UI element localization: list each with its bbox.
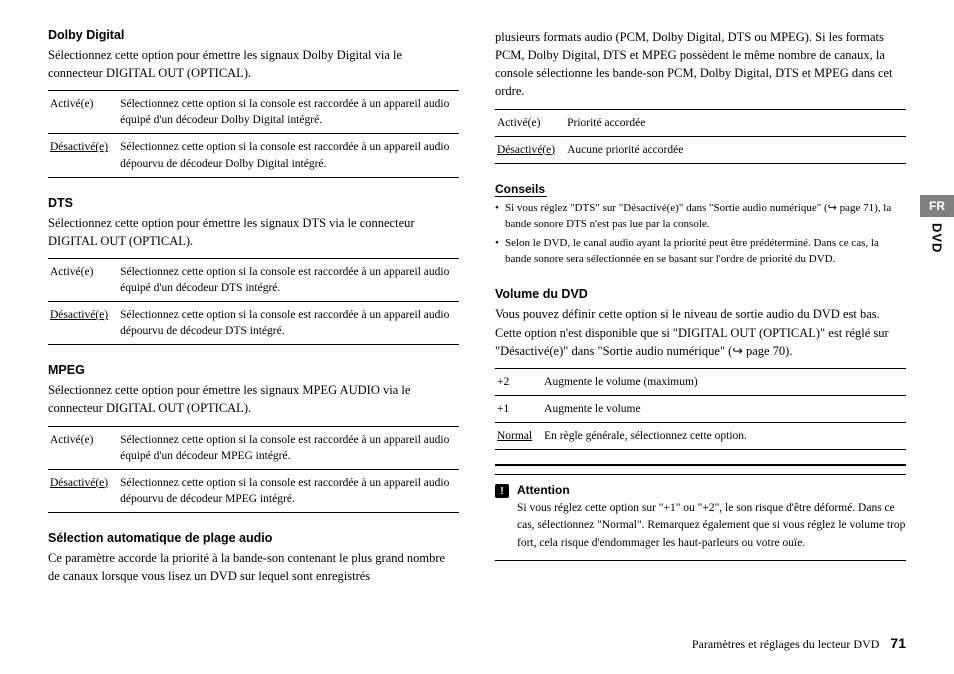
heading-dts: DTS xyxy=(48,196,459,210)
table-dolby: Activé(e) Sélectionnez cette option si l… xyxy=(48,90,459,177)
tip-item: Si vous réglez "DTS" sur "Désactivé(e)" … xyxy=(495,201,906,233)
page-number: 71 xyxy=(890,635,906,651)
table-row: Activé(e) Sélectionnez cette option si l… xyxy=(48,91,459,134)
attention-icon: ! xyxy=(495,484,509,498)
table-mpeg: Activé(e) Sélectionnez cette option si l… xyxy=(48,426,459,513)
table-row: Activé(e) Sélectionnez cette option si l… xyxy=(48,258,459,301)
side-tab: FR DVD xyxy=(920,195,954,253)
desc-mpeg: Sélectionnez cette option pour émettre l… xyxy=(48,381,459,417)
heading-conseils: Conseils xyxy=(495,182,547,197)
heading-mpeg: MPEG xyxy=(48,363,459,377)
option-desc: En règle générale, sélectionnez cette op… xyxy=(542,423,906,450)
option-desc: Sélectionnez cette option si la console … xyxy=(118,302,459,345)
two-column-layout: Dolby Digital Sélectionnez cette option … xyxy=(48,28,906,593)
table-row: Désactivé(e) Sélectionnez cette option s… xyxy=(48,469,459,512)
tips-list: Si vous réglez "DTS" sur "Désactivé(e)" … xyxy=(495,201,906,268)
table-row: +2 Augmente le volume (maximum) xyxy=(495,368,906,395)
heading-volume: Volume du DVD xyxy=(495,287,906,301)
attention-text: Si vous réglez cette option sur "+1" ou … xyxy=(495,498,906,552)
table-row: Désactivé(e) Aucune priorité accordée xyxy=(495,136,906,163)
option-desc: Sélectionnez cette option si la console … xyxy=(118,134,459,177)
table-row: Activé(e) Priorité accordée xyxy=(495,109,906,136)
language-tab: FR xyxy=(920,195,954,217)
heading-auto-select: Sélection automatique de plage audio xyxy=(48,531,459,545)
desc-auto-select: Ce paramètre accorde la priorité à la ba… xyxy=(48,549,459,585)
table-row: Normal En règle générale, sélectionnez c… xyxy=(495,423,906,450)
page-footer: Paramètres et réglages du lecteur DVD 71 xyxy=(692,635,906,652)
table-priority: Activé(e) Priorité accordée Désactivé(e)… xyxy=(495,109,906,164)
desc-volume: Vous pouvez définir cette option si le n… xyxy=(495,305,906,359)
option-label: Désactivé(e) xyxy=(48,469,118,512)
table-row: Désactivé(e) Sélectionnez cette option s… xyxy=(48,134,459,177)
tip-item: Selon le DVD, le canal audio ayant la pr… xyxy=(495,236,906,268)
attention-inner: ! Attention Si vous réglez cette option … xyxy=(495,474,906,561)
desc-dolby: Sélectionnez cette option pour émettre l… xyxy=(48,46,459,82)
option-label: Normal xyxy=(495,423,542,450)
option-desc: Augmente le volume (maximum) xyxy=(542,368,906,395)
continuation-text: plusieurs formats audio (PCM, Dolby Digi… xyxy=(495,28,906,101)
option-desc: Sélectionnez cette option si la console … xyxy=(118,91,459,134)
option-label: Désactivé(e) xyxy=(495,136,565,163)
option-label: Activé(e) xyxy=(495,109,565,136)
option-desc: Aucune priorité accordée xyxy=(565,136,906,163)
option-label: Activé(e) xyxy=(48,91,118,134)
option-desc: Augmente le volume xyxy=(542,395,906,422)
table-row: +1 Augmente le volume xyxy=(495,395,906,422)
left-column: Dolby Digital Sélectionnez cette option … xyxy=(48,28,459,593)
option-desc: Sélectionnez cette option si la console … xyxy=(118,469,459,512)
table-row: Activé(e) Sélectionnez cette option si l… xyxy=(48,426,459,469)
table-volume: +2 Augmente le volume (maximum) +1 Augme… xyxy=(495,368,906,450)
desc-dts: Sélectionnez cette option pour émettre l… xyxy=(48,214,459,250)
right-column: plusieurs formats audio (PCM, Dolby Digi… xyxy=(495,28,906,593)
attention-header: ! Attention xyxy=(495,483,906,498)
option-label: Désactivé(e) xyxy=(48,302,118,345)
heading-dolby: Dolby Digital xyxy=(48,28,459,42)
option-label: Désactivé(e) xyxy=(48,134,118,177)
table-dts: Activé(e) Sélectionnez cette option si l… xyxy=(48,258,459,345)
option-label: Activé(e) xyxy=(48,426,118,469)
option-desc: Sélectionnez cette option si la console … xyxy=(118,258,459,301)
table-row: Désactivé(e) Sélectionnez cette option s… xyxy=(48,302,459,345)
option-label: +1 xyxy=(495,395,542,422)
attention-block: ! Attention Si vous réglez cette option … xyxy=(495,464,906,561)
footer-title: Paramètres et réglages du lecteur DVD xyxy=(692,637,880,651)
option-label: +2 xyxy=(495,368,542,395)
option-label: Activé(e) xyxy=(48,258,118,301)
section-tab: DVD xyxy=(930,223,945,253)
option-desc: Sélectionnez cette option si la console … xyxy=(118,426,459,469)
attention-title: Attention xyxy=(517,483,570,498)
option-desc: Priorité accordée xyxy=(565,109,906,136)
